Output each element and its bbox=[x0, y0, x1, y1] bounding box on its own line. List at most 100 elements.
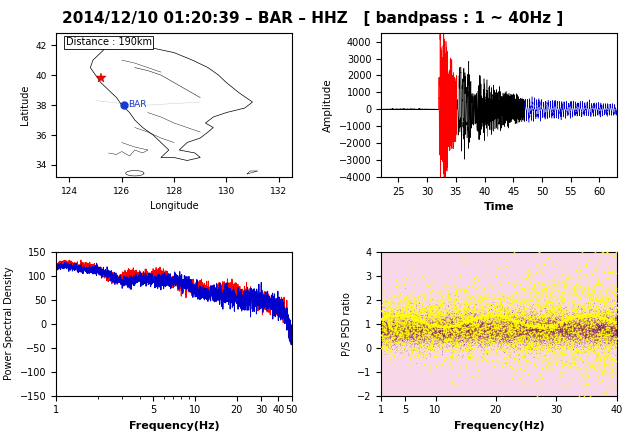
Point bbox=[436, 342, 446, 349]
Point bbox=[575, 338, 585, 345]
Point bbox=[568, 321, 578, 328]
Point bbox=[384, 315, 394, 322]
Point bbox=[577, 324, 587, 331]
Point bbox=[441, 324, 451, 331]
Point bbox=[588, 333, 598, 340]
Point bbox=[454, 322, 464, 329]
Point bbox=[388, 331, 398, 338]
Point bbox=[588, 324, 598, 331]
Point bbox=[414, 329, 424, 336]
Point bbox=[448, 350, 458, 357]
Point bbox=[428, 331, 438, 338]
Point bbox=[379, 327, 389, 334]
Point bbox=[474, 316, 484, 323]
Point bbox=[411, 314, 421, 321]
Point bbox=[504, 330, 514, 337]
Point bbox=[542, 332, 552, 339]
Point bbox=[473, 301, 483, 309]
Point bbox=[605, 326, 615, 333]
Point bbox=[506, 319, 516, 326]
Point bbox=[504, 332, 514, 339]
Point bbox=[424, 326, 434, 333]
Point bbox=[590, 354, 600, 361]
Point bbox=[587, 333, 597, 340]
Point bbox=[525, 343, 535, 351]
Point bbox=[461, 326, 471, 333]
Point bbox=[575, 331, 585, 338]
Point bbox=[433, 334, 443, 341]
Point bbox=[426, 338, 436, 345]
Point bbox=[588, 326, 598, 333]
Point bbox=[498, 319, 508, 326]
Point bbox=[551, 332, 561, 339]
Point bbox=[588, 336, 598, 343]
Point bbox=[520, 329, 530, 336]
Point bbox=[489, 331, 499, 338]
Point bbox=[578, 336, 588, 343]
Point bbox=[488, 326, 498, 333]
Point bbox=[481, 321, 491, 328]
Point bbox=[483, 330, 493, 337]
Point bbox=[538, 323, 548, 330]
Point bbox=[416, 331, 426, 338]
Point bbox=[500, 331, 510, 338]
Point bbox=[602, 310, 612, 317]
Point bbox=[454, 319, 464, 326]
Point bbox=[430, 313, 440, 320]
Point bbox=[605, 327, 615, 334]
Point bbox=[463, 327, 473, 334]
Point bbox=[389, 300, 399, 307]
Point bbox=[515, 328, 525, 335]
Point bbox=[554, 336, 564, 343]
Point bbox=[442, 325, 452, 332]
Point bbox=[389, 324, 399, 332]
Point bbox=[476, 325, 486, 332]
Point bbox=[547, 330, 557, 337]
Point bbox=[505, 350, 515, 357]
Point bbox=[408, 332, 418, 339]
Point bbox=[422, 318, 432, 325]
Point bbox=[523, 318, 533, 325]
Point bbox=[422, 314, 432, 321]
Point bbox=[490, 329, 500, 336]
Point bbox=[470, 325, 480, 332]
Point bbox=[606, 334, 616, 341]
Point bbox=[543, 330, 553, 337]
Point bbox=[555, 338, 565, 345]
Point bbox=[418, 320, 428, 327]
Point bbox=[403, 335, 413, 342]
Point bbox=[413, 328, 423, 335]
Point bbox=[439, 326, 449, 333]
Point bbox=[516, 335, 526, 342]
Point bbox=[571, 325, 581, 332]
Point bbox=[522, 341, 532, 348]
Point bbox=[609, 320, 619, 327]
Point bbox=[551, 322, 561, 329]
Point bbox=[466, 325, 476, 332]
Point bbox=[454, 322, 464, 329]
Point bbox=[606, 336, 616, 343]
Point bbox=[463, 320, 473, 328]
Point bbox=[484, 322, 494, 329]
Point bbox=[607, 325, 617, 332]
Point bbox=[569, 331, 579, 338]
Point bbox=[565, 324, 575, 331]
Point bbox=[465, 328, 475, 335]
Point bbox=[532, 321, 542, 328]
Point bbox=[563, 321, 573, 328]
Point bbox=[436, 336, 446, 343]
Point bbox=[478, 324, 488, 331]
Point bbox=[433, 328, 443, 335]
Point bbox=[424, 328, 434, 335]
Point bbox=[481, 328, 491, 335]
Point bbox=[409, 329, 419, 336]
Point bbox=[518, 318, 528, 325]
Point bbox=[436, 328, 446, 335]
Point bbox=[507, 331, 517, 338]
Point bbox=[383, 334, 393, 341]
Point bbox=[597, 315, 607, 322]
Point bbox=[564, 320, 574, 327]
Point bbox=[433, 339, 443, 346]
Point bbox=[511, 331, 521, 338]
Point bbox=[438, 324, 448, 332]
